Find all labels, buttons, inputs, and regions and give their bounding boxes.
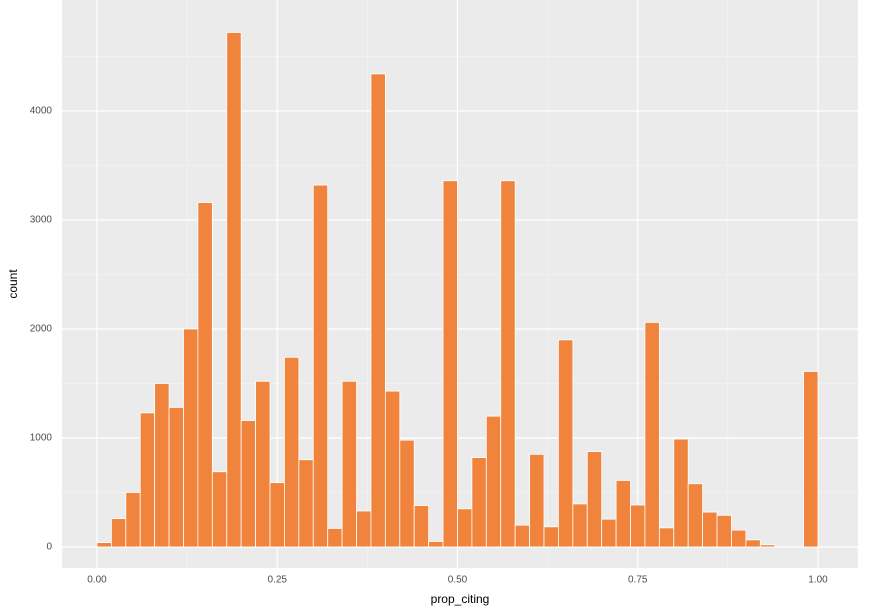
bar bbox=[457, 508, 473, 548]
bar bbox=[803, 371, 819, 548]
x-tick-label: 0.00 bbox=[87, 575, 107, 586]
bar bbox=[197, 202, 213, 548]
bar bbox=[413, 505, 430, 548]
y-tick-label: 3000 bbox=[30, 215, 53, 226]
y-tick-label: 2000 bbox=[30, 324, 53, 335]
bar bbox=[298, 459, 314, 548]
bar bbox=[716, 514, 732, 548]
bar bbox=[211, 471, 228, 548]
bar bbox=[269, 482, 285, 548]
bar bbox=[96, 542, 112, 548]
bar bbox=[514, 524, 530, 548]
bar bbox=[702, 511, 718, 548]
bar bbox=[168, 407, 184, 548]
bar bbox=[586, 451, 603, 548]
bar bbox=[500, 180, 516, 548]
bar bbox=[601, 518, 617, 548]
bar bbox=[312, 184, 329, 548]
bar bbox=[240, 420, 256, 548]
bar bbox=[471, 457, 487, 548]
y-tick-label: 0 bbox=[46, 542, 52, 553]
bar bbox=[442, 180, 458, 548]
bar bbox=[759, 544, 776, 548]
bar bbox=[226, 32, 242, 548]
x-axis-title: prop_citing bbox=[431, 592, 490, 606]
bar bbox=[255, 380, 271, 548]
x-tick-label: 0.75 bbox=[628, 575, 648, 586]
x-tick-label: 0.50 bbox=[448, 575, 468, 586]
bar bbox=[399, 439, 415, 548]
bar bbox=[687, 483, 704, 548]
bar bbox=[428, 541, 444, 548]
bar bbox=[558, 339, 574, 548]
bar bbox=[284, 356, 300, 548]
bar bbox=[110, 518, 127, 548]
bar bbox=[543, 526, 559, 548]
bar bbox=[630, 504, 646, 548]
bar bbox=[529, 453, 545, 548]
bar bbox=[341, 380, 357, 548]
x-tick-label: 1.00 bbox=[808, 575, 828, 586]
bar bbox=[644, 322, 660, 548]
bar bbox=[154, 383, 170, 548]
bar bbox=[139, 412, 156, 548]
bar bbox=[572, 503, 588, 548]
y-tick-label: 4000 bbox=[30, 106, 53, 117]
y-axis-title: count bbox=[6, 269, 20, 299]
y-tick-label: 1000 bbox=[30, 433, 53, 444]
bar bbox=[745, 539, 761, 548]
bar bbox=[731, 529, 747, 548]
bar bbox=[125, 492, 141, 548]
bar bbox=[183, 328, 199, 548]
bar bbox=[327, 528, 343, 548]
x-tick-label: 0.25 bbox=[267, 575, 287, 586]
bar bbox=[370, 73, 386, 548]
bar bbox=[384, 390, 401, 548]
bar bbox=[673, 438, 689, 548]
bar bbox=[356, 510, 372, 548]
bar bbox=[485, 415, 502, 548]
bar bbox=[658, 527, 675, 548]
bar bbox=[615, 480, 631, 548]
